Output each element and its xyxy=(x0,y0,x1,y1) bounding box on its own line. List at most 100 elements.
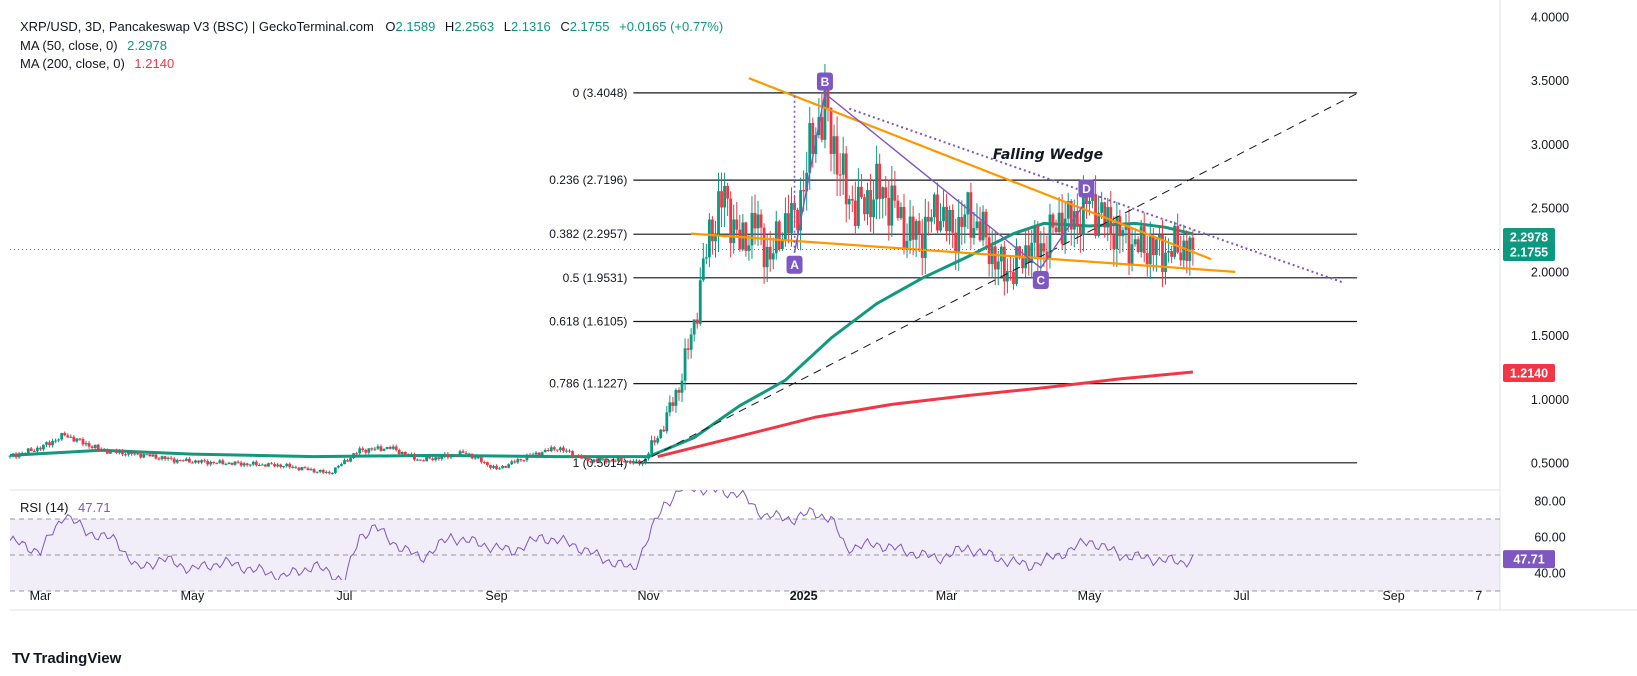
candle-body xyxy=(571,451,574,457)
candle-body xyxy=(762,227,766,268)
candle-body xyxy=(501,465,505,469)
time-tick-label: Mar xyxy=(936,589,958,603)
candle-body xyxy=(358,448,362,454)
candle-body xyxy=(172,458,176,463)
candle-body xyxy=(887,197,891,226)
drawings[interactable]: A B C D xyxy=(10,72,1500,464)
candle-body xyxy=(416,459,419,461)
tradingview-logo[interactable]: TV TradingView xyxy=(12,650,121,667)
candle-body xyxy=(227,462,231,465)
tradingview-brand-name: TradingView xyxy=(33,650,122,667)
candle-body xyxy=(1072,210,1076,230)
ma200-label: MA (200, close, 0) xyxy=(20,56,125,71)
candle-body xyxy=(309,469,313,471)
candle-body xyxy=(1176,225,1180,253)
candle-body xyxy=(1002,246,1006,282)
candle-body xyxy=(321,469,325,473)
candle-body xyxy=(431,458,435,461)
candle-body xyxy=(78,438,82,440)
candle-body xyxy=(853,200,857,226)
candle-body xyxy=(735,219,739,230)
candle-body xyxy=(84,443,88,445)
candle-body xyxy=(337,465,340,468)
candle-body xyxy=(233,461,237,465)
candle-body xyxy=(1106,207,1110,228)
ohlc-high: 2.2563 xyxy=(454,19,495,34)
candle-body xyxy=(303,467,307,469)
candle-body xyxy=(589,461,593,463)
legend-ma200[interactable]: MA (200, close, 0) 1.2140 xyxy=(20,56,174,71)
candle-body xyxy=(592,459,596,463)
candle-body xyxy=(863,197,866,215)
price-tick-label: 3.5000 xyxy=(1531,74,1569,88)
candle-body xyxy=(1133,239,1137,245)
pattern-point-label: B xyxy=(821,75,830,89)
candle-body xyxy=(239,462,243,466)
candle-body xyxy=(881,187,885,199)
tradingview-logo-icon: TV xyxy=(12,650,30,667)
candle-body xyxy=(449,455,453,458)
candle-body xyxy=(200,460,203,463)
candle-body xyxy=(908,216,912,241)
wedge-upper-extension xyxy=(848,107,1343,284)
falling-wedge-label: Falling Wedge xyxy=(993,147,1103,163)
pattern-point-marker xyxy=(816,72,833,91)
candle-body xyxy=(698,280,702,324)
candle-body xyxy=(111,449,115,451)
candle-body xyxy=(987,237,991,265)
candle-body xyxy=(464,452,468,454)
candle-body xyxy=(507,464,511,468)
candle-body xyxy=(160,456,164,459)
candle-body xyxy=(479,457,483,463)
candle-body xyxy=(1139,226,1143,252)
candle-body xyxy=(720,191,723,208)
candle-body xyxy=(844,153,848,205)
candle-body xyxy=(780,240,784,250)
time-tick-label: 7 xyxy=(1475,589,1482,603)
candle-body xyxy=(373,448,377,450)
candle-body xyxy=(42,444,45,450)
candle-body xyxy=(829,107,833,154)
candle-body xyxy=(1042,243,1046,252)
candle-body xyxy=(467,453,471,455)
candle-body xyxy=(327,471,331,474)
candle-body xyxy=(1173,225,1177,257)
candle-body xyxy=(884,187,888,198)
symbol-title[interactable]: XRP/USD, 3D, Pancakeswap V3 (BSC) | Geck… xyxy=(20,19,374,34)
candle-body xyxy=(212,461,216,463)
rsi-tag-label: 47.71 xyxy=(1513,553,1544,567)
candle-body xyxy=(273,463,276,467)
candle-body xyxy=(279,464,283,467)
candle-body xyxy=(993,246,997,270)
candle-body xyxy=(188,458,191,463)
candle-body xyxy=(707,219,711,258)
candle-body xyxy=(1018,246,1021,259)
candle-body xyxy=(683,348,687,381)
candle-body xyxy=(191,462,194,464)
candle-body xyxy=(340,464,343,466)
candle-body xyxy=(1100,202,1104,213)
candle-body xyxy=(811,123,815,154)
candle-body xyxy=(650,440,654,454)
time-tick-label: 2025 xyxy=(790,589,818,603)
candle-body xyxy=(330,473,334,475)
candle-body xyxy=(890,185,894,226)
pattern-point-label: D xyxy=(1082,182,1091,196)
fib-retracement[interactable]: 0 (3.4048) 0.236 (2.7196) 0.382 (2.2957) 0.… xyxy=(549,86,1358,470)
candle-body xyxy=(549,447,553,452)
candle-body xyxy=(127,450,130,455)
candle-body xyxy=(601,458,605,460)
legend-rsi[interactable]: RSI (14) 47.71 xyxy=(20,500,111,515)
ohlc-low: 2.1316 xyxy=(510,19,551,34)
candle-body xyxy=(270,463,273,465)
rsi-pane xyxy=(10,490,1500,592)
candle-body xyxy=(516,459,520,463)
candle-body xyxy=(355,453,359,455)
candle-body xyxy=(498,468,501,470)
candle-body xyxy=(929,217,933,222)
legend-ma50[interactable]: MA (50, close, 0) 2.2978 xyxy=(20,38,167,53)
rsi-tick-label: 80.00 xyxy=(1534,495,1565,509)
pattern-point-marker xyxy=(1078,179,1095,198)
candle-body xyxy=(677,390,681,393)
